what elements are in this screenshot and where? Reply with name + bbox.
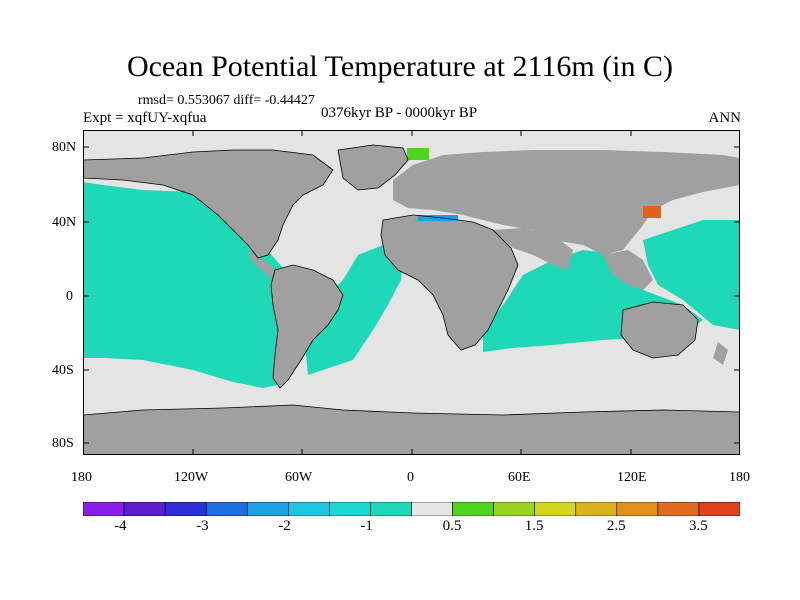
experiment-text: Expt = xqfUY-xqfua [83,110,207,126]
colorbar-label: -2 [278,518,291,534]
lat-label-80s: 80S [52,436,74,451]
coastlines [83,144,740,416]
colorbar-box [83,502,125,516]
land-southeast-asia [603,250,653,290]
period-text: 0376kyr BP - 0000kyr BP [321,105,478,121]
lon-label-60e: 60E [508,470,531,485]
colorbar-box [698,502,740,516]
red-patch-japan [643,206,661,218]
lon-label-180w: 180 [71,470,92,485]
lat-label-0: 0 [66,289,73,304]
blue-patch-med [418,215,458,221]
land-south-america [271,265,343,388]
land-central-america [248,248,278,278]
lat-label-80n: 80N [52,140,77,155]
stats-text: rmsd= 0.553067 diff= -0.44427 [138,93,315,108]
colorbar-box [452,502,494,516]
land-eurasia [393,150,740,255]
green-patch [407,148,429,160]
colorbar-label: -3 [196,518,209,534]
land-antarctica [83,405,740,455]
colorbar-label: 2.5 [606,518,626,534]
lon-label-120e: 120E [617,470,647,485]
colorbar-box [657,502,700,516]
colorbar-label: 3.5 [688,518,708,534]
land-north-america [83,150,333,258]
colorbar-box [123,502,166,516]
colorbar-label: 0.5 [442,518,462,534]
lat-label-40s: 40S [52,363,74,378]
colorbar-box [205,502,248,516]
map-frame [83,130,740,455]
colorbar-box [370,502,412,516]
colorbar-box [411,502,453,516]
land-arabia-india [493,228,573,270]
colorbar-box [493,502,535,516]
colorbar [83,502,740,516]
colorbar-box [288,502,330,516]
lon-label-60w: 60W [285,470,313,485]
colorbar-box [164,502,207,516]
lat-label-40n: 40N [52,215,77,230]
colorbar-label: -4 [114,518,127,534]
season-text: ANN [708,110,742,126]
lon-label-0: 0 [407,470,414,485]
world-map [83,130,740,455]
colorbar-box [575,502,618,516]
land-greenland [338,145,408,190]
colorbar-box [534,502,577,516]
colorbar-box [246,502,289,516]
land-new-zealand [713,342,728,365]
ocean-pacific-east [643,220,740,330]
colorbar-box [329,502,371,516]
colorbar-box [616,502,659,516]
colorbar-label: -1 [360,518,373,534]
plot-title: Ocean Potential Temperature at 2116m (in… [126,50,674,83]
colorbar-label: 1.5 [524,518,544,534]
ocean-atlantic-south [305,240,403,375]
land-australia [621,302,698,358]
land-africa [381,215,518,350]
lon-label-180e: 180 [729,470,750,485]
lon-label-120w: 120W [174,470,209,485]
